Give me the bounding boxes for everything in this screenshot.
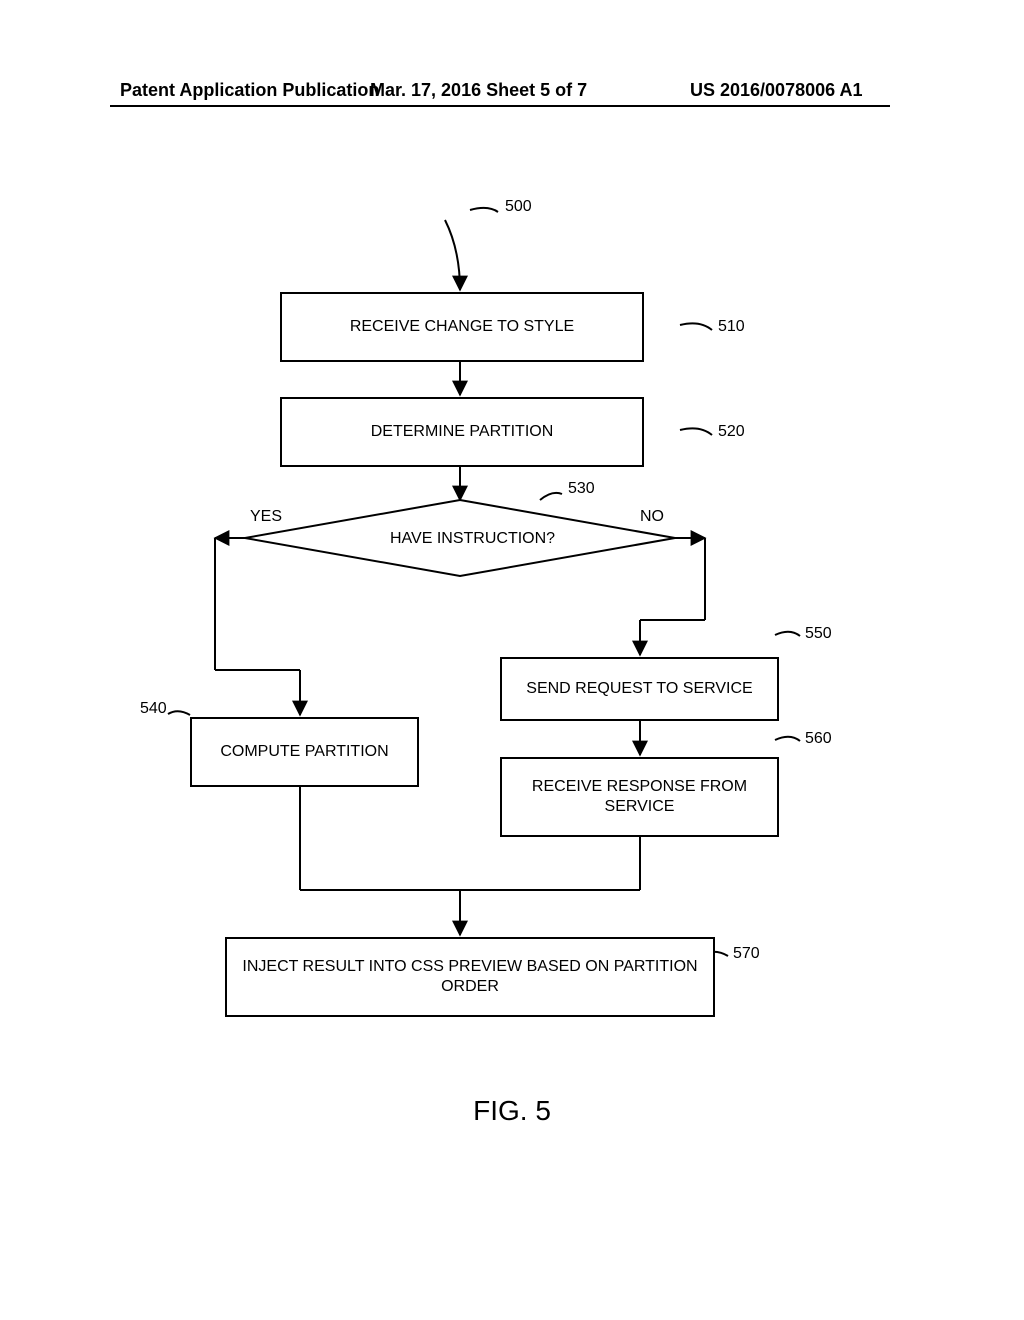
ref-530: 530 [568, 480, 595, 498]
ref-520: 520 [718, 423, 745, 441]
box-520: DETERMINE PARTITION [280, 397, 644, 467]
ref-540: 540 [140, 700, 167, 718]
box-550-text: SEND REQUEST TO SERVICE [526, 679, 752, 699]
flowchart: 500 RECEIVE CHANGE TO STYLE 510 DETERMIN… [0, 0, 1024, 1320]
box-570: INJECT RESULT INTO CSS PREVIEW BASED ON … [225, 937, 715, 1017]
decision-530-text: HAVE INSTRUCTION? [390, 530, 555, 548]
page: Patent Application Publication Mar. 17, … [0, 0, 1024, 1320]
figure-caption: FIG. 5 [0, 1095, 1024, 1127]
branch-no: NO [640, 508, 664, 526]
ref-500: 500 [505, 198, 532, 216]
box-550: SEND REQUEST TO SERVICE [500, 657, 779, 721]
box-520-text: DETERMINE PARTITION [371, 422, 554, 442]
ref-510: 510 [718, 318, 745, 336]
ref-560: 560 [805, 730, 832, 748]
branch-yes: YES [250, 508, 282, 526]
box-570-text: INJECT RESULT INTO CSS PREVIEW BASED ON … [235, 957, 705, 997]
box-540: COMPUTE PARTITION [190, 717, 419, 787]
box-510-text: RECEIVE CHANGE TO STYLE [350, 317, 574, 337]
box-540-text: COMPUTE PARTITION [220, 742, 388, 762]
box-510: RECEIVE CHANGE TO STYLE [280, 292, 644, 362]
box-560-text: RECEIVE RESPONSE FROM SERVICE [502, 777, 777, 817]
box-560: RECEIVE RESPONSE FROM SERVICE [500, 757, 779, 837]
ref-570: 570 [733, 945, 760, 963]
ref-550: 550 [805, 625, 832, 643]
